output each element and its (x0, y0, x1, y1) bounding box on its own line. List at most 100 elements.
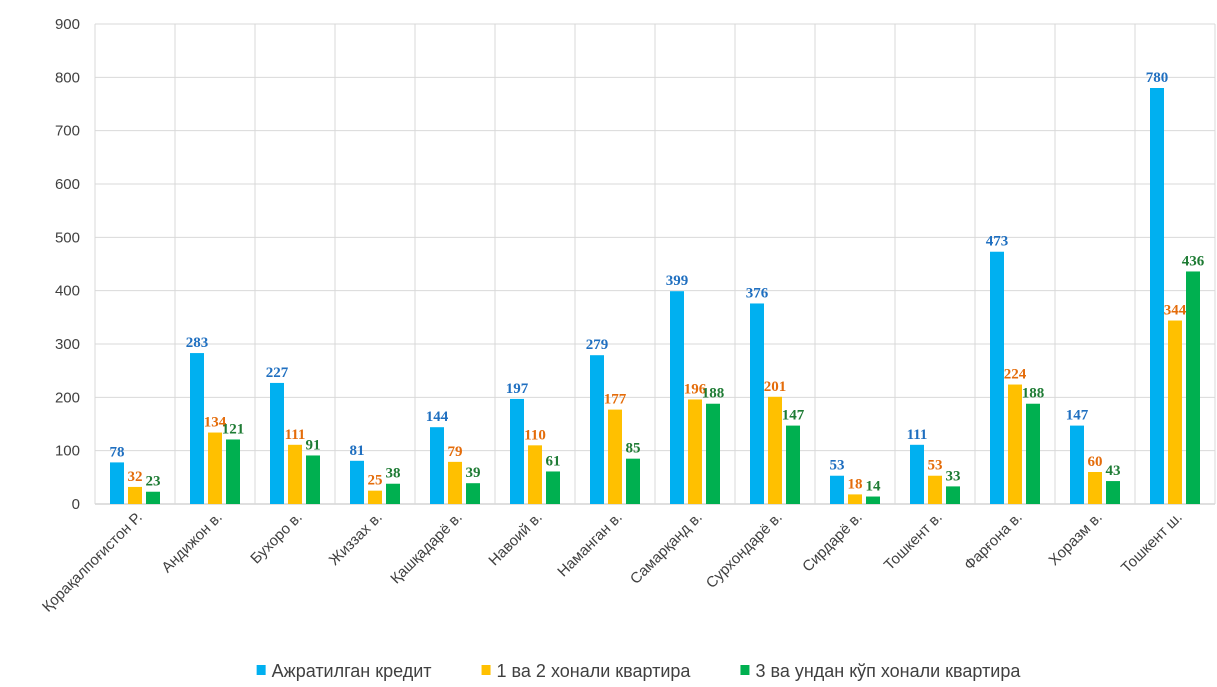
bar (448, 461, 462, 504)
bar (848, 494, 862, 504)
bar (546, 471, 560, 504)
data-label: 78 (110, 444, 125, 460)
bar (270, 382, 284, 504)
legend-label: 1 ва 2 хонали квартира (497, 661, 692, 681)
bar (1026, 403, 1040, 504)
bar (866, 496, 880, 504)
bars (110, 88, 1200, 504)
data-label: 53 (928, 458, 943, 474)
bar (750, 303, 764, 504)
data-label: 376 (746, 285, 769, 301)
data-label: 23 (146, 474, 161, 490)
bar (830, 475, 844, 504)
legend: Ажратилган кредит 1 ва 2 хонали квартира 3… (256, 661, 1021, 681)
data-label: 473 (986, 234, 1009, 250)
y-axis-ticks: 0 100 200 300 400 500 600 700 800 900 (55, 16, 80, 513)
data-label: 81 (350, 443, 365, 459)
bar (1168, 320, 1182, 504)
data-label: 111 (907, 427, 928, 443)
data-label: 32 (128, 469, 143, 485)
data-label: 227 (266, 365, 289, 381)
y-tick-label: 0 (72, 496, 80, 513)
bar (368, 490, 382, 504)
data-label: 39 (466, 465, 481, 481)
data-label: 91 (306, 437, 321, 453)
data-label: 111 (285, 427, 306, 443)
y-tick-label: 200 (55, 389, 80, 406)
bar (946, 486, 960, 504)
data-label: 188 (1022, 386, 1045, 402)
data-label: 14 (866, 479, 882, 495)
x-tick-label: Қашқадарё в. (387, 509, 466, 588)
bar (670, 291, 684, 504)
y-tick-label: 400 (55, 283, 80, 300)
x-tick-label: Навоий в. (485, 509, 545, 569)
bar (990, 251, 1004, 504)
data-label: 134 (204, 415, 227, 431)
data-label: 196 (684, 381, 707, 397)
data-label: 38 (386, 466, 401, 482)
data-label: 110 (524, 427, 546, 443)
legend-label: 3 ва ундан кўп хонали квартира (755, 661, 1021, 681)
bar (1186, 271, 1200, 504)
legend-swatch (740, 665, 750, 675)
data-label: 399 (666, 273, 689, 289)
data-label: 53 (830, 458, 845, 474)
data-label: 79 (448, 444, 463, 460)
bar (910, 444, 924, 504)
x-tick-label: Андижон в. (158, 509, 225, 576)
data-label: 201 (764, 379, 787, 395)
legend-swatch (481, 665, 491, 675)
data-label: 147 (782, 408, 805, 424)
x-tick-label: Бухоро в. (247, 509, 305, 567)
x-tick-label: Наманган в. (554, 509, 626, 581)
bar (208, 432, 222, 504)
legend-label: Ажратилган кредит (272, 661, 432, 681)
bar (590, 355, 604, 504)
bar (466, 483, 480, 504)
y-tick-label: 100 (55, 443, 80, 460)
bar (350, 460, 364, 504)
x-tick-label: Самарқанд в. (627, 509, 706, 588)
data-label: 780 (1146, 70, 1169, 86)
data-label: 197 (506, 381, 529, 397)
bar (626, 458, 640, 504)
bar (688, 399, 702, 504)
x-tick-label: Тошкент ш. (1118, 509, 1186, 577)
data-label: 144 (426, 409, 449, 425)
y-tick-label: 500 (55, 229, 80, 246)
data-label: 188 (702, 386, 725, 402)
bar (706, 403, 720, 504)
data-label: 147 (1066, 408, 1089, 424)
bar (226, 439, 240, 504)
bar (190, 353, 204, 504)
bar (430, 427, 444, 504)
bar (110, 462, 124, 504)
bar (386, 483, 400, 504)
data-label: 436 (1182, 253, 1205, 269)
y-tick-label: 800 (55, 69, 80, 86)
bar (1070, 425, 1084, 504)
bar (288, 444, 302, 504)
bar (928, 475, 942, 504)
y-tick-label: 900 (55, 16, 80, 33)
x-tick-label: Фарғона в. (961, 509, 1026, 574)
x-tick-label: Сирдарё в. (799, 509, 866, 576)
bar (146, 491, 160, 504)
data-label: 33 (946, 468, 961, 484)
bar (510, 398, 524, 504)
y-tick-label: 700 (55, 123, 80, 140)
bar (768, 396, 782, 504)
bar (1106, 481, 1120, 504)
data-label: 224 (1004, 367, 1027, 383)
data-label: 25 (368, 473, 383, 489)
bar (1088, 472, 1102, 504)
data-label: 43 (1106, 463, 1121, 479)
bar (306, 455, 320, 504)
data-label: 177 (604, 392, 627, 408)
legend-swatch (256, 665, 266, 675)
data-label: 85 (626, 441, 641, 457)
bar (1150, 88, 1164, 504)
bar (128, 486, 142, 504)
